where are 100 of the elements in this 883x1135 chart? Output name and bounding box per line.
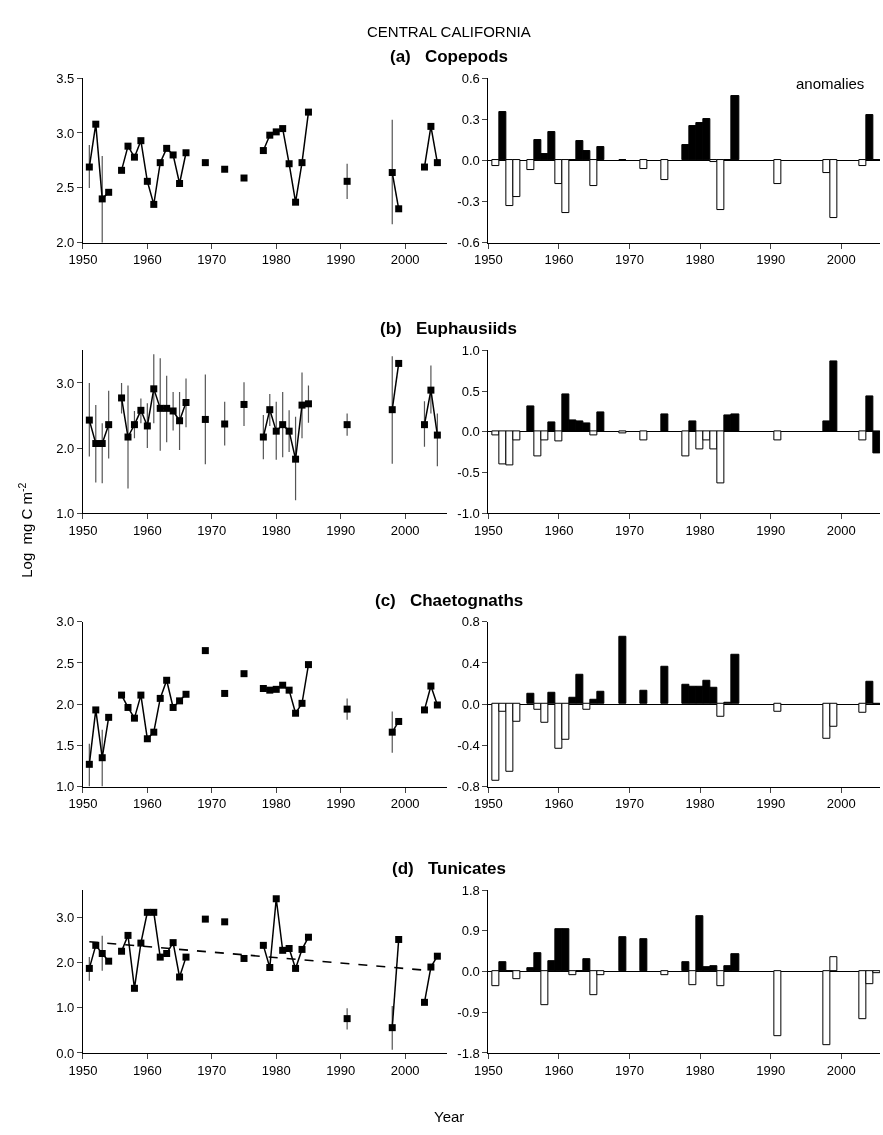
chart-title: (a) Copepods: [390, 47, 509, 66]
x-tick-label: 2000: [390, 522, 420, 538]
x-tick-label: 1970: [615, 522, 644, 538]
point: [98, 195, 106, 203]
x-tick-label: 1950: [473, 522, 503, 538]
annotation: anomalies: [796, 75, 865, 92]
x-axis-title: Year: [434, 1108, 465, 1125]
x-tick-label: 1980: [685, 522, 715, 538]
x-tick-label: 1970: [615, 796, 644, 812]
point: [163, 404, 171, 412]
y-tick-label: 2.0: [56, 696, 75, 712]
point: [279, 421, 287, 429]
y-tick-label: 1.0: [56, 505, 75, 521]
y-tick-label: 2.0: [56, 235, 75, 251]
x-tick-label: 1960: [132, 796, 162, 812]
x-tick-label: 1960: [132, 1062, 162, 1078]
y-tick-label: 0.0: [461, 424, 480, 440]
x-tick-label: 1980: [261, 252, 291, 268]
x-tick-label: 1980: [685, 1062, 715, 1078]
y-tick-label: 0.0: [461, 153, 480, 168]
point: [98, 754, 106, 762]
y-tick-label: 2.5: [56, 655, 75, 671]
y-tick-label: 2.0: [56, 440, 75, 456]
x-tick-label: 1990: [326, 796, 356, 812]
point: [124, 433, 132, 441]
point: [433, 431, 441, 439]
point: [169, 407, 177, 415]
x-tick-label: 1990: [326, 522, 356, 538]
x-tick-label: 2000: [390, 252, 420, 268]
point: [130, 421, 138, 429]
point: [98, 949, 106, 957]
point: [259, 433, 267, 441]
x-tick-label: 2000: [826, 522, 856, 538]
y-tick-label: -0.5: [457, 465, 480, 481]
y-tick-label: 2.5: [56, 180, 75, 196]
x-tick-label: 1970: [197, 796, 227, 812]
y-tick-label: 3.5: [56, 70, 75, 86]
x-tick-label: 2000: [826, 1062, 856, 1078]
chart-title: (d) Tunicates: [392, 859, 506, 878]
y-tick-label: 0.4: [461, 655, 480, 671]
x-tick-label: 1980: [261, 1062, 291, 1078]
y-tick-label: -1.8: [457, 1045, 480, 1061]
point: [85, 163, 93, 171]
point: [143, 422, 151, 430]
x-tick-label: 1970: [197, 522, 227, 538]
y-tick-label: -0.3: [457, 194, 480, 210]
point: [304, 400, 312, 408]
y-tick-label: 0.3: [461, 111, 480, 127]
y-tick-label: 0.0: [461, 964, 480, 980]
x-tick-label: 1950: [473, 1062, 503, 1078]
y-tick-label: 1.8: [461, 882, 480, 898]
point: [98, 440, 106, 448]
y-tick-label: 3.0: [56, 909, 75, 925]
y-tick-label: 0.9: [461, 923, 480, 939]
point: [292, 455, 300, 463]
x-tick-label: 1990: [326, 252, 356, 268]
y-tick-label: 0.6: [461, 70, 480, 86]
point: [285, 427, 293, 435]
point: [182, 399, 190, 406]
y-tick-label: 1.5: [56, 737, 75, 753]
y-tick-label: 0.5: [461, 383, 480, 399]
x-tick-label: 1950: [473, 252, 503, 268]
y-tick-label: 2.0: [56, 955, 75, 971]
x-tick-label: 1960: [544, 522, 574, 538]
y-tick-label: 1.0: [56, 1000, 75, 1016]
point: [272, 427, 280, 435]
x-tick-label: 1950: [68, 522, 98, 538]
chart-title: (b) Euphausiids: [380, 319, 517, 338]
y-tick-label: -1.0: [457, 505, 480, 521]
x-tick-label: 1960: [132, 522, 162, 538]
point: [137, 406, 145, 414]
y-tick-label: -0.8: [457, 779, 480, 795]
point: [150, 385, 158, 393]
point: [85, 416, 93, 424]
x-tick-label: 2000: [390, 1062, 420, 1078]
x-tick-label: 2000: [826, 796, 856, 812]
y-tick-label: -0.4: [457, 737, 480, 753]
x-tick-label: 1970: [197, 252, 227, 268]
x-tick-label: 1990: [756, 252, 786, 268]
x-tick-label: 1990: [756, 522, 786, 538]
point: [118, 394, 126, 402]
x-tick-label: 1950: [68, 796, 98, 812]
point: [266, 406, 274, 414]
point: [105, 421, 113, 429]
x-tick-label: 1970: [615, 252, 644, 268]
chart-title: (c) Chaetognaths: [375, 591, 524, 610]
x-tick-label: 1990: [326, 1062, 356, 1078]
x-tick-label: 1960: [544, 252, 574, 268]
y-tick-label: 3.0: [56, 125, 75, 141]
y-tick-label: 0.8: [461, 614, 480, 630]
x-tick-label: 1990: [756, 1062, 786, 1078]
x-tick-label: 1950: [68, 1062, 98, 1078]
x-tick-label: 1970: [197, 1062, 227, 1078]
y-tick-label: 0.0: [56, 1045, 75, 1061]
y-tick-label: -0.6: [457, 235, 480, 251]
x-tick-label: 1970: [615, 1062, 644, 1078]
y-tick-label: 3.0: [56, 614, 75, 630]
y-tick-label: -0.9: [457, 1004, 480, 1020]
x-tick-label: 2000: [390, 796, 420, 812]
x-tick-label: 1990: [756, 796, 786, 812]
